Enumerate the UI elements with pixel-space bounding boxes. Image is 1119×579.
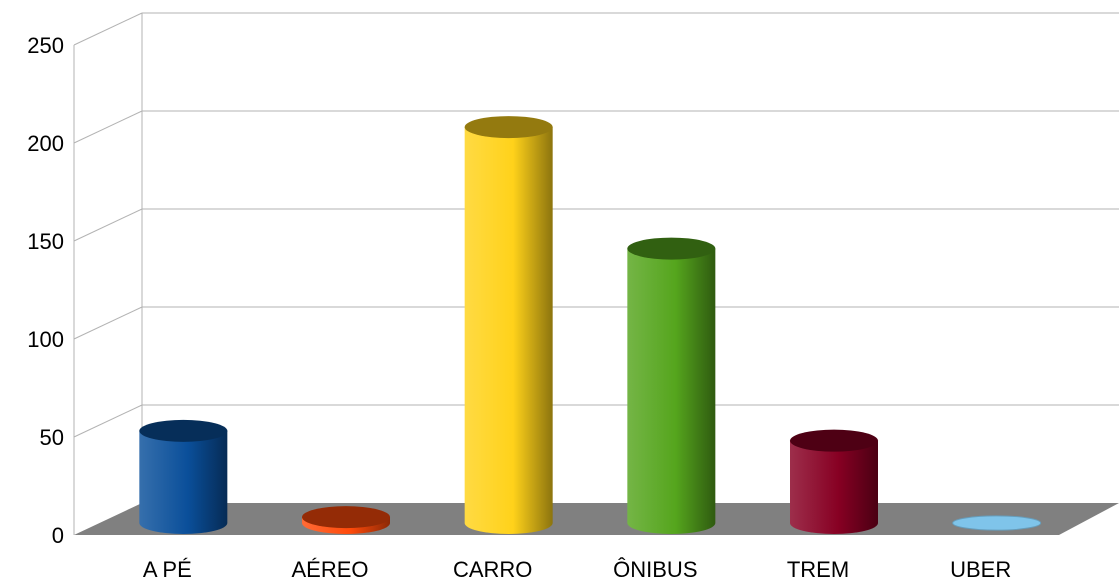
x-tick-label-carro: CARRO xyxy=(453,557,532,579)
bar-uber xyxy=(952,515,1042,531)
bar-onibus xyxy=(627,237,716,534)
y-tick-label-4: 200 xyxy=(27,131,64,156)
gridlines xyxy=(73,12,1119,438)
bar-a-pe xyxy=(139,419,228,534)
x-tick-label-uber: UBER xyxy=(950,557,1011,579)
x-tick-label-trem: TREM xyxy=(787,557,849,579)
bars xyxy=(139,116,1042,534)
x-tick-label-a-pe: A PÉ xyxy=(143,557,192,579)
bar-trem xyxy=(790,429,878,534)
y-tick-label-3: 150 xyxy=(27,229,64,254)
y-tick-label-1: 50 xyxy=(40,425,64,450)
y-axis-ticks: 0 50 100 150 200 250 xyxy=(27,33,64,548)
x-tick-label-onibus: ÔNIBUS xyxy=(613,557,697,579)
y-tick-label-0: 0 xyxy=(52,523,64,548)
x-axis-labels: A PÉ AÉREO CARRO ÔNIBUS TREM UBER xyxy=(143,557,1011,579)
chart-walls xyxy=(73,13,143,535)
y-tick-label-5: 250 xyxy=(27,33,64,58)
bar-aereo xyxy=(302,506,390,534)
x-tick-label-aereo: AÉREO xyxy=(291,557,368,579)
y-tick-label-2: 100 xyxy=(27,327,64,352)
bar-carro xyxy=(464,116,553,534)
